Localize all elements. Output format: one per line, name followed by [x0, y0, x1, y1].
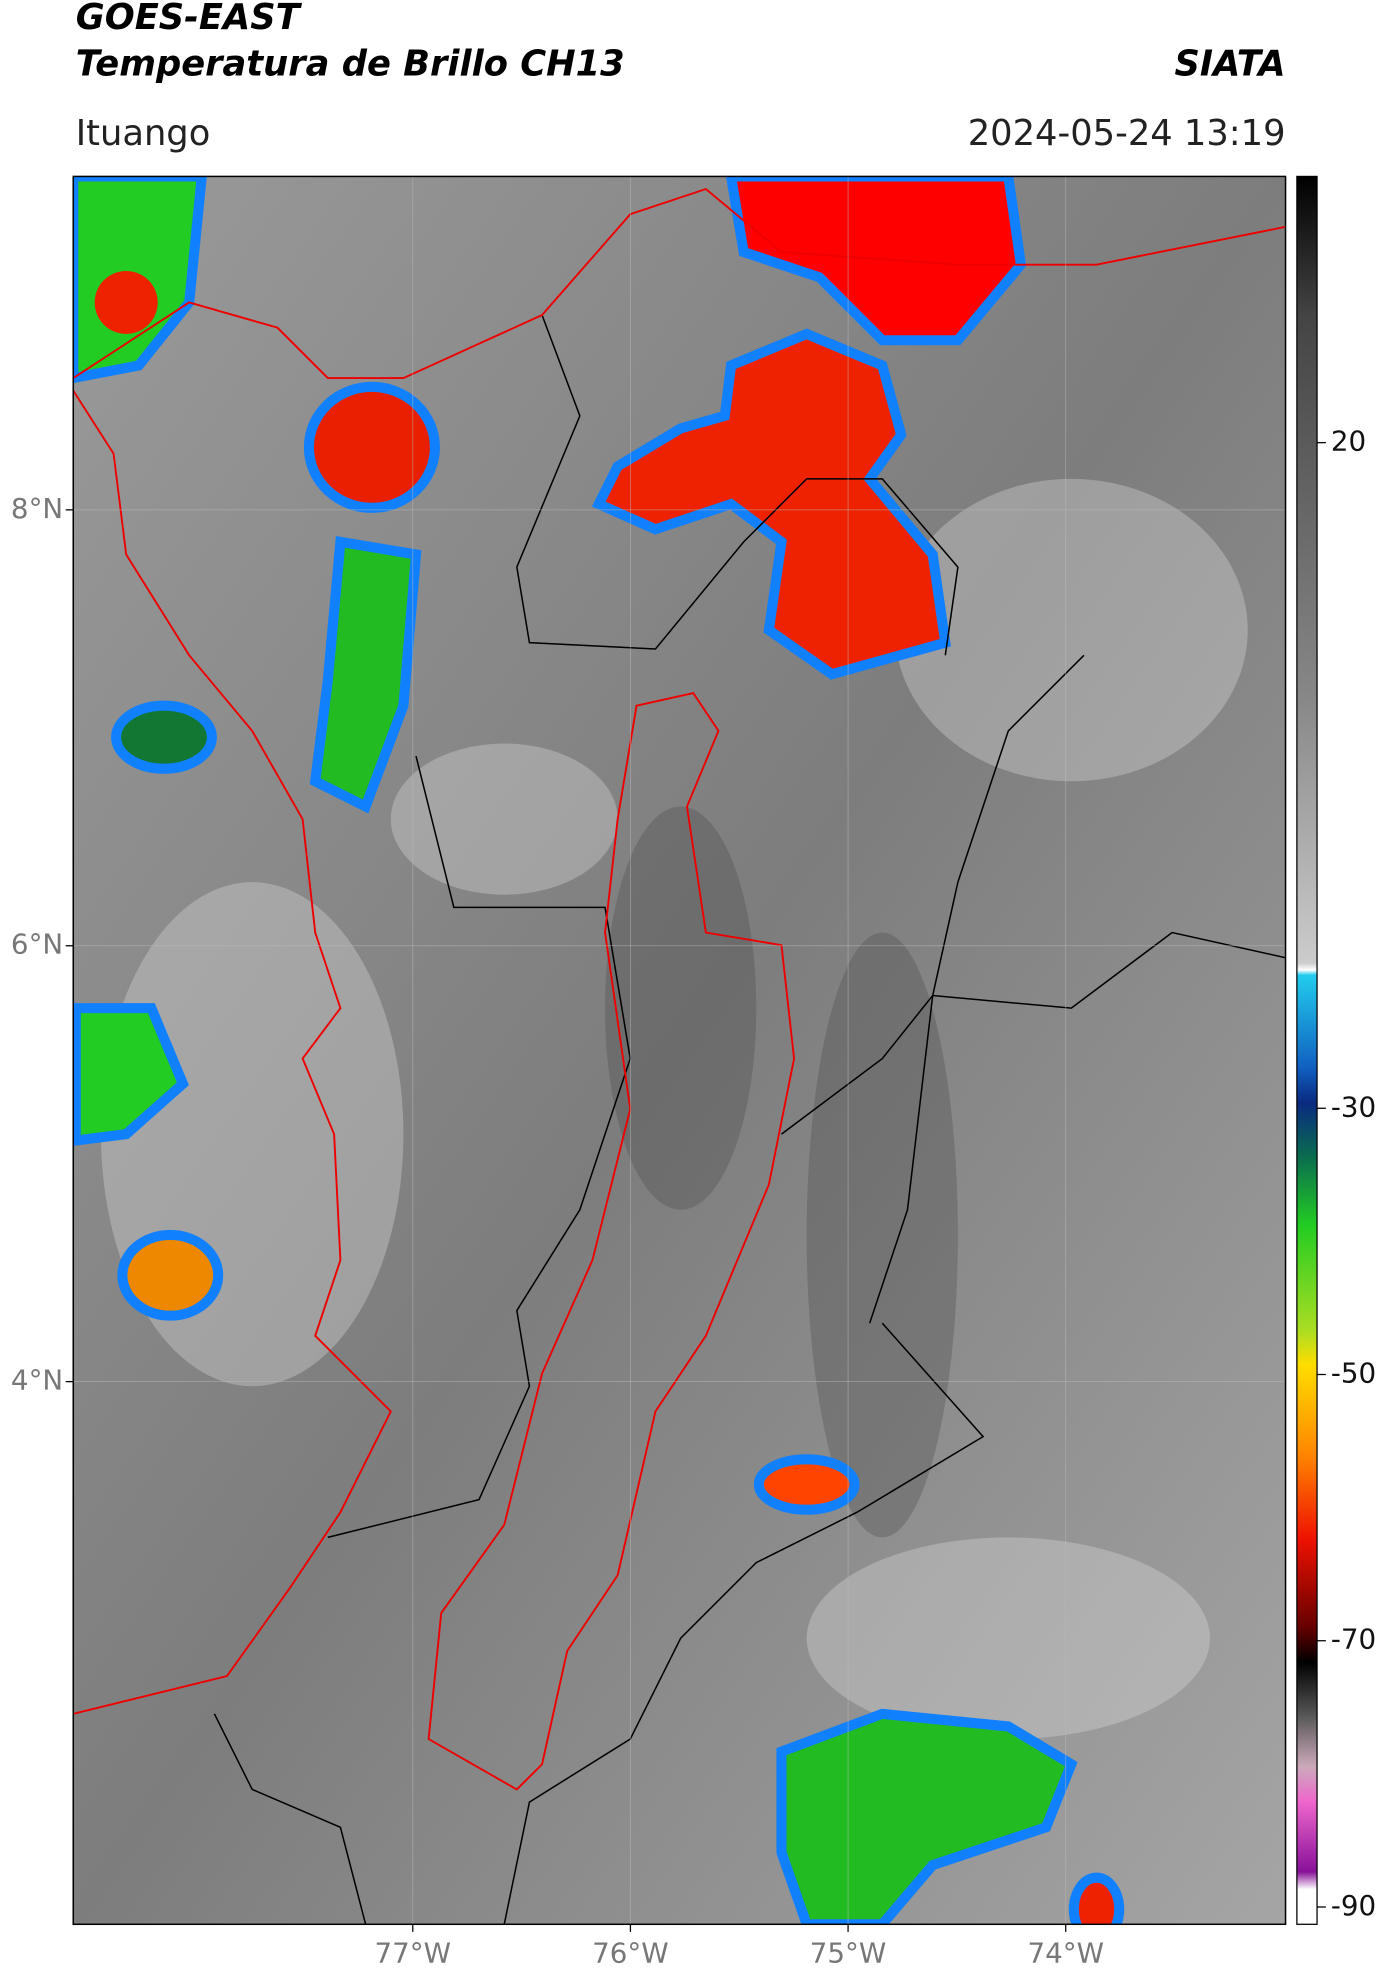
location: Ituango	[76, 113, 211, 154]
colorbar-tick-label: 20	[1331, 425, 1366, 458]
colorbar-tick-label: -30	[1331, 1090, 1376, 1123]
source: SIATA	[1174, 44, 1285, 85]
y-tick-label: 6°N	[11, 928, 63, 961]
colorbar	[1296, 175, 1318, 1925]
x-tick-label: 75°W	[810, 1937, 887, 1970]
satellite-image	[73, 176, 1286, 1925]
colorbar-tick-label: -50	[1331, 1357, 1376, 1390]
timestamp: 2024-05-24 13:19	[968, 113, 1286, 154]
x-tick-label: 74°W	[1027, 1937, 1104, 1970]
colorbar-tick-label: -90	[1331, 1889, 1376, 1922]
map-frame	[72, 175, 1287, 1926]
y-tick-label: 8°N	[11, 492, 63, 525]
graticule	[73, 176, 1286, 1925]
x-tick-label: 77°W	[375, 1937, 452, 1970]
y-tick-label: 4°N	[11, 1364, 63, 1397]
subtitle: Temperatura de Brillo CH13	[76, 44, 625, 85]
x-tick-label: 76°W	[592, 1937, 669, 1970]
title: GOES-EAST	[76, 0, 303, 38]
colorbar-tick-label: -70	[1331, 1623, 1376, 1656]
